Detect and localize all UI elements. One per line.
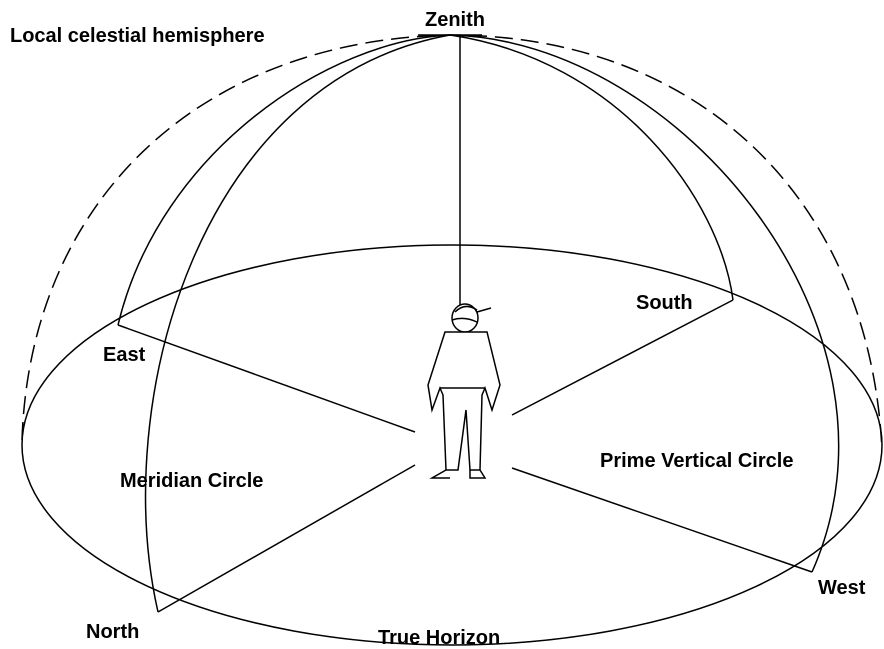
zenith-label: Zenith xyxy=(425,9,485,31)
north-label: North xyxy=(86,621,139,643)
prime-vertical-circle xyxy=(117,34,840,573)
east-label: East xyxy=(103,344,146,366)
observer xyxy=(427,303,501,479)
south-label: South xyxy=(636,292,693,314)
west-label: West xyxy=(818,577,866,599)
meridian-circle xyxy=(144,34,734,613)
east-line xyxy=(117,324,416,433)
south-line xyxy=(511,299,734,416)
horizon-ellipse xyxy=(21,244,883,646)
north-line xyxy=(157,464,416,613)
meridian-label: Meridian Circle xyxy=(120,470,263,492)
title: Local celestial hemisphere xyxy=(10,25,265,47)
west-line xyxy=(511,467,813,573)
horizon-label: True Horizon xyxy=(378,627,500,649)
prime-vertical-label: Prime Vertical Circle xyxy=(600,450,793,472)
